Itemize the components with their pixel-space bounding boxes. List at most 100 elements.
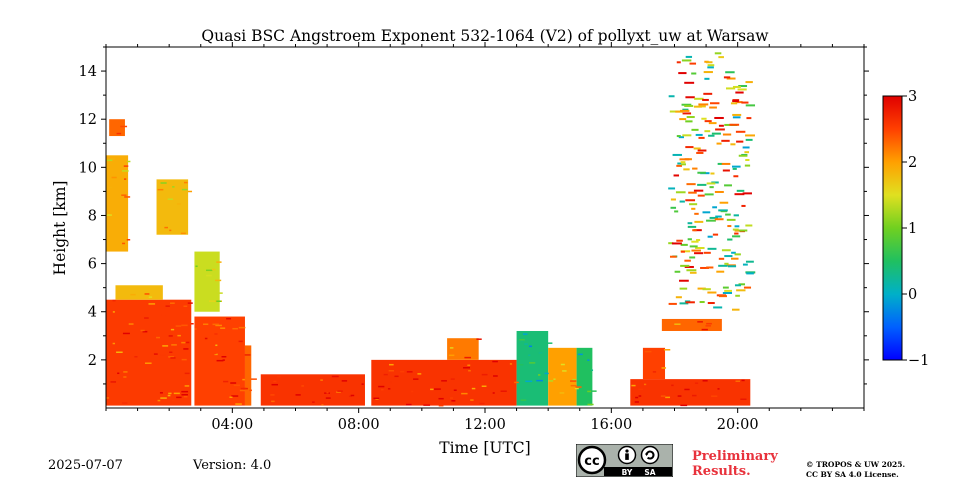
heatmap-speck [183, 305, 188, 308]
heatmap-speck [140, 329, 145, 332]
heatmap-speck [223, 380, 229, 383]
heatmap-speck [660, 395, 666, 397]
colorbar-tick-label: 1 [908, 221, 917, 237]
heatmap-speck [704, 130, 711, 133]
heatmap-speck [703, 251, 711, 254]
heatmap-speck [705, 325, 711, 327]
heatmap-speck [405, 403, 412, 406]
heatmap-speck [721, 249, 731, 252]
heatmap-speck [703, 71, 713, 74]
copyright-line-2: CC BY SA 4.0 License. [806, 470, 899, 479]
heatmap-speck [209, 300, 216, 302]
heatmap-speck [710, 172, 715, 175]
heatmap-speck [687, 222, 693, 225]
heatmap-speck [693, 229, 702, 232]
heatmap-speck [204, 337, 208, 340]
y-tick-label: 2 [88, 353, 97, 369]
heatmap-speck [123, 371, 128, 373]
heatmap-speck [173, 392, 180, 395]
heatmap-speck [724, 184, 732, 187]
heatmap-speck [112, 311, 115, 313]
heatmap-speck [694, 252, 704, 255]
heatmap-speck [411, 390, 414, 393]
heatmap-speck [148, 296, 153, 298]
heatmap-speck [683, 168, 690, 171]
heatmap-speck [156, 336, 161, 339]
heatmap-speck [123, 178, 127, 180]
x-tick-label: 20:00 [717, 417, 759, 433]
heatmap-speck [711, 395, 718, 397]
heatmap-speck [631, 384, 636, 387]
heatmap-speck [165, 305, 170, 307]
heatmap-speck [707, 64, 715, 67]
heatmap-speck [729, 123, 740, 126]
heatmap-speck [746, 272, 754, 275]
heatmap-speck [417, 373, 422, 375]
heatmap-speck [694, 382, 699, 384]
heatmap-speck [389, 381, 393, 384]
preliminary-notice: Preliminary Results. [692, 449, 778, 479]
heatmap-speck [560, 363, 565, 366]
heatmap-speck [738, 229, 748, 232]
heatmap-speck [680, 250, 685, 253]
heatmap-speck [226, 317, 232, 320]
heatmap-speck [723, 76, 731, 79]
heatmap-speck [676, 61, 681, 64]
heatmap-speck [110, 158, 116, 160]
heatmap-speck [244, 354, 251, 356]
y-axis: 2 4 6 8 10 12 14 [79, 46, 869, 385]
heatmap-speck [736, 140, 744, 143]
heatmap-speck [716, 142, 722, 145]
heatmap-speck [732, 113, 742, 116]
heatmap-speck [717, 162, 723, 165]
heatmap-speck [157, 399, 161, 402]
heatmap-speck [500, 390, 507, 392]
heatmap-speck [168, 356, 174, 358]
heatmap-speck [159, 392, 163, 394]
heatmap-speck [688, 191, 697, 194]
x-axis: 04:00 08:00 12:00 16:00 20:00 [105, 42, 865, 433]
heatmap-speck [685, 120, 693, 123]
heatmap-speck [663, 349, 671, 351]
heatmap-speck [577, 353, 583, 356]
heatmap-speck [570, 384, 577, 387]
heatmap-speck [744, 164, 751, 167]
heatmap-speck [341, 380, 348, 382]
heatmap-speck [685, 301, 695, 304]
x-axis-label: Time [UTC] [439, 439, 530, 457]
heatmap-speck [463, 367, 471, 369]
heatmap-speck [170, 302, 175, 304]
heatmap-speck [381, 388, 384, 391]
heatmap-speck [301, 385, 304, 387]
heatmap-speck [142, 330, 148, 333]
heatmap-speck [736, 289, 746, 292]
heatmap-speck [721, 139, 730, 142]
heatmap-speck [171, 344, 177, 346]
heatmap-speck [706, 266, 714, 269]
heatmap-speck [394, 375, 399, 378]
heatmap-speck [538, 374, 541, 376]
heatmap-speck [184, 385, 190, 387]
colorbar-ticks: 3 2 1 0 −1 [902, 89, 929, 369]
heatmap-region [548, 347, 577, 406]
heatmap-speck [232, 327, 238, 330]
heatmap-speck [689, 62, 697, 65]
heatmap-speck [727, 265, 737, 268]
heatmap-speck [177, 334, 181, 337]
heatmap-speck [144, 317, 149, 319]
heatmap-speck [325, 397, 331, 399]
heatmap-speck [170, 357, 176, 359]
heatmap-speck [704, 77, 710, 80]
heatmap-speck [692, 394, 697, 397]
heatmap-speck [180, 232, 186, 235]
heatmap-speck [694, 220, 704, 223]
preliminary-line-2: Results. [692, 464, 751, 479]
heatmap-speck [709, 106, 717, 109]
heatmap-speck [112, 299, 116, 302]
footer-version: Version: 4.0 [193, 458, 272, 473]
heatmap-speck [707, 247, 717, 250]
heatmap-speck [126, 239, 131, 241]
preliminary-line-1: Preliminary [692, 449, 778, 464]
x-tick-label: 04:00 [211, 417, 253, 433]
heatmap-speck [714, 190, 724, 193]
